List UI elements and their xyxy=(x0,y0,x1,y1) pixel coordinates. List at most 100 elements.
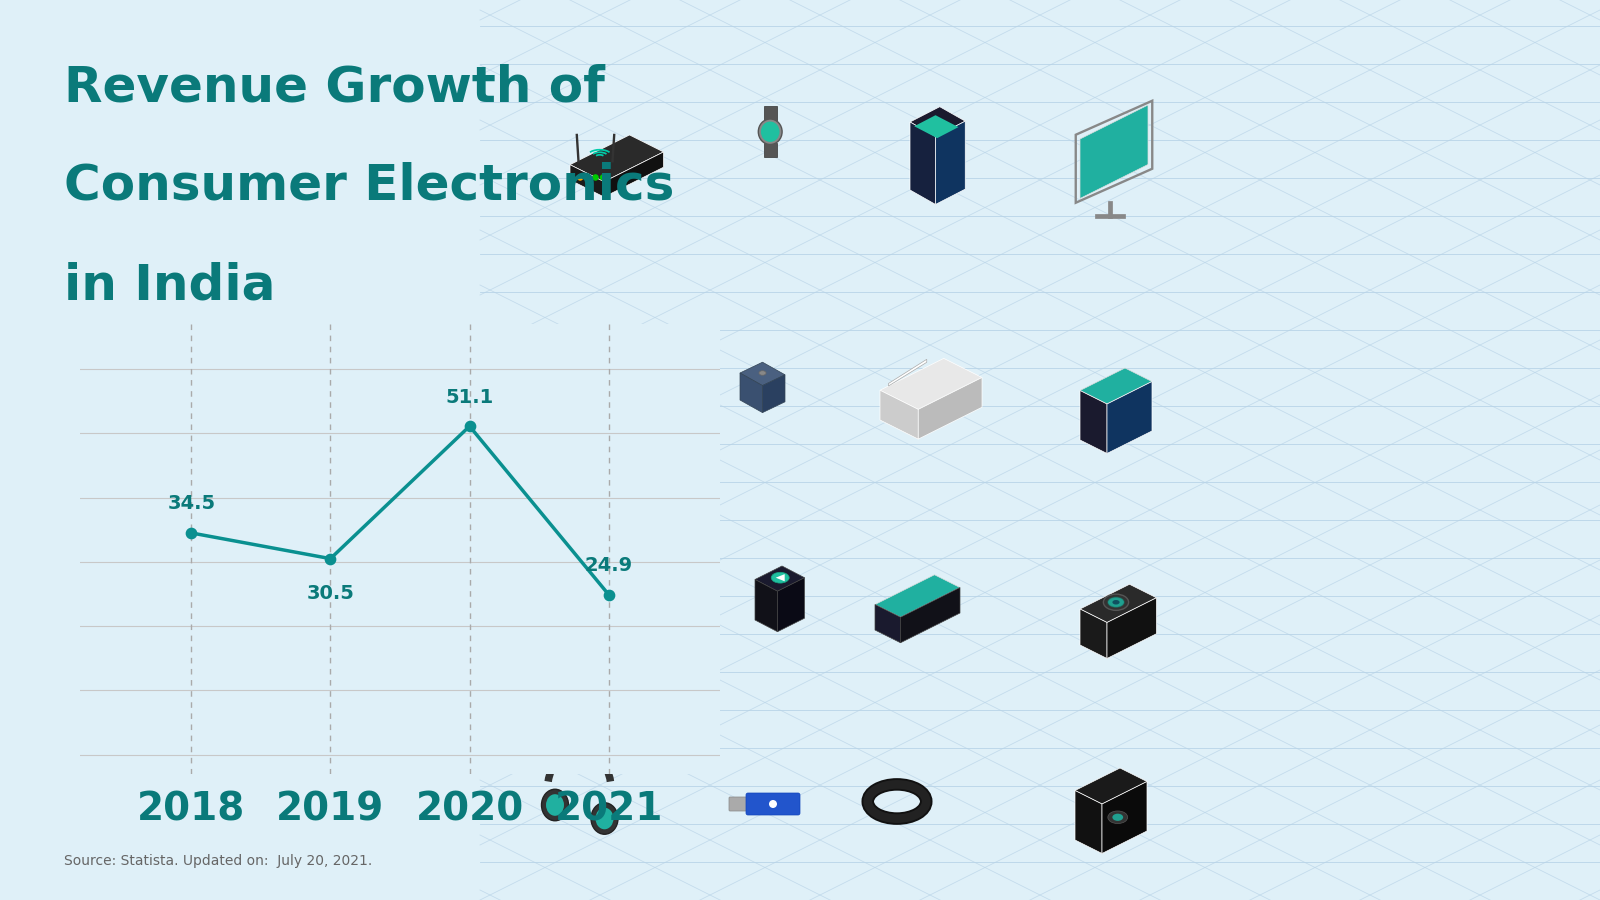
Polygon shape xyxy=(576,580,582,586)
Polygon shape xyxy=(1080,391,1107,454)
Point xyxy=(456,419,482,434)
Polygon shape xyxy=(570,135,664,182)
Polygon shape xyxy=(514,406,520,411)
Polygon shape xyxy=(571,565,578,571)
Polygon shape xyxy=(776,574,784,581)
Polygon shape xyxy=(918,377,982,439)
Polygon shape xyxy=(555,573,562,579)
Polygon shape xyxy=(504,376,581,436)
Polygon shape xyxy=(541,399,547,404)
Polygon shape xyxy=(514,419,520,426)
Polygon shape xyxy=(541,580,547,586)
Ellipse shape xyxy=(541,789,568,821)
Polygon shape xyxy=(525,589,531,594)
Polygon shape xyxy=(522,401,530,407)
Polygon shape xyxy=(541,405,547,411)
Polygon shape xyxy=(515,611,522,616)
Polygon shape xyxy=(510,559,642,625)
Polygon shape xyxy=(765,106,778,123)
Circle shape xyxy=(600,175,606,180)
Polygon shape xyxy=(778,578,805,632)
Polygon shape xyxy=(528,596,534,601)
Polygon shape xyxy=(579,387,586,392)
Polygon shape xyxy=(518,592,523,598)
Point xyxy=(318,552,344,566)
Polygon shape xyxy=(888,359,926,386)
Polygon shape xyxy=(518,619,523,625)
Polygon shape xyxy=(1107,598,1157,659)
Polygon shape xyxy=(875,575,960,617)
Polygon shape xyxy=(522,408,530,414)
Polygon shape xyxy=(550,400,557,407)
Polygon shape xyxy=(525,615,531,621)
Polygon shape xyxy=(570,392,576,397)
Polygon shape xyxy=(579,562,586,567)
Text: Revenue Growth of: Revenue Growth of xyxy=(64,63,605,111)
Circle shape xyxy=(578,175,582,180)
Text: 51.1: 51.1 xyxy=(445,388,494,407)
Ellipse shape xyxy=(1107,811,1128,824)
Polygon shape xyxy=(755,580,778,632)
Polygon shape xyxy=(880,358,982,410)
Polygon shape xyxy=(579,589,586,594)
Polygon shape xyxy=(558,580,565,586)
Polygon shape xyxy=(901,588,960,643)
Polygon shape xyxy=(557,582,642,634)
Polygon shape xyxy=(533,584,539,590)
Polygon shape xyxy=(570,384,576,391)
Polygon shape xyxy=(546,596,552,601)
Polygon shape xyxy=(554,592,560,598)
Polygon shape xyxy=(581,569,587,575)
Polygon shape xyxy=(571,592,578,598)
Ellipse shape xyxy=(762,122,779,142)
Polygon shape xyxy=(910,107,965,137)
Polygon shape xyxy=(510,601,557,634)
Polygon shape xyxy=(560,389,566,395)
Polygon shape xyxy=(1080,584,1157,623)
Polygon shape xyxy=(910,122,936,204)
Polygon shape xyxy=(568,584,574,590)
Polygon shape xyxy=(1102,781,1147,853)
Circle shape xyxy=(770,800,778,808)
Polygon shape xyxy=(504,376,606,418)
FancyBboxPatch shape xyxy=(746,793,800,815)
Ellipse shape xyxy=(1112,600,1120,605)
Polygon shape xyxy=(560,396,566,402)
Polygon shape xyxy=(541,608,547,613)
Polygon shape xyxy=(875,605,901,643)
Polygon shape xyxy=(550,387,557,393)
Polygon shape xyxy=(550,584,557,590)
Text: 34.5: 34.5 xyxy=(168,494,216,514)
Polygon shape xyxy=(570,378,576,383)
Polygon shape xyxy=(510,596,515,601)
Polygon shape xyxy=(549,604,554,609)
Polygon shape xyxy=(1075,768,1147,804)
Polygon shape xyxy=(562,589,566,594)
Ellipse shape xyxy=(590,803,618,834)
Polygon shape xyxy=(531,396,539,402)
Polygon shape xyxy=(541,392,547,398)
Ellipse shape xyxy=(758,371,766,375)
Polygon shape xyxy=(514,412,520,418)
Polygon shape xyxy=(555,599,562,606)
Polygon shape xyxy=(605,152,664,197)
Polygon shape xyxy=(739,362,786,385)
Polygon shape xyxy=(765,143,778,157)
Polygon shape xyxy=(523,608,528,613)
Polygon shape xyxy=(566,577,573,582)
Ellipse shape xyxy=(1112,814,1123,821)
Polygon shape xyxy=(739,373,763,412)
Polygon shape xyxy=(579,373,586,379)
Polygon shape xyxy=(531,403,539,410)
Point xyxy=(595,588,621,602)
Polygon shape xyxy=(550,394,557,400)
Polygon shape xyxy=(1080,609,1107,659)
Ellipse shape xyxy=(758,119,782,145)
Polygon shape xyxy=(763,374,786,412)
Polygon shape xyxy=(530,329,606,418)
Polygon shape xyxy=(880,391,918,439)
Polygon shape xyxy=(522,415,530,420)
Text: 30.5: 30.5 xyxy=(307,583,354,603)
Text: in India: in India xyxy=(64,261,275,309)
Polygon shape xyxy=(542,589,549,594)
